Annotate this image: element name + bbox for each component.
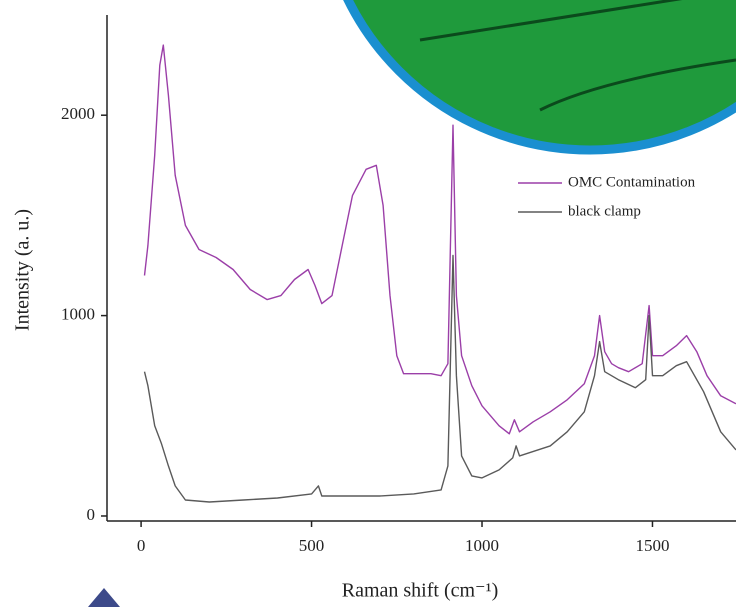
y-tick-label: 2000 — [61, 104, 95, 123]
x-axis-label: Raman shift (cm⁻¹) — [342, 580, 499, 602]
y-tick-label: 1000 — [61, 305, 95, 324]
legend: OMC Contamination black clamp — [518, 174, 696, 219]
x-tick-label: 1500 — [635, 536, 669, 555]
x-tick-label: 1000 — [465, 536, 499, 555]
x-tick-label: 500 — [299, 536, 325, 555]
legend-label: OMC Contamination — [568, 174, 696, 190]
x-tick-label: 0 — [137, 536, 146, 555]
legend-label: black clamp — [568, 203, 641, 219]
inset-detail — [419, 0, 736, 112]
decoration — [88, 588, 120, 607]
series-line — [143, 44, 736, 435]
y-axis-label: Intensity (a. u.) — [12, 209, 34, 331]
y-tick-label: 0 — [87, 505, 96, 524]
series-line — [143, 254, 736, 503]
